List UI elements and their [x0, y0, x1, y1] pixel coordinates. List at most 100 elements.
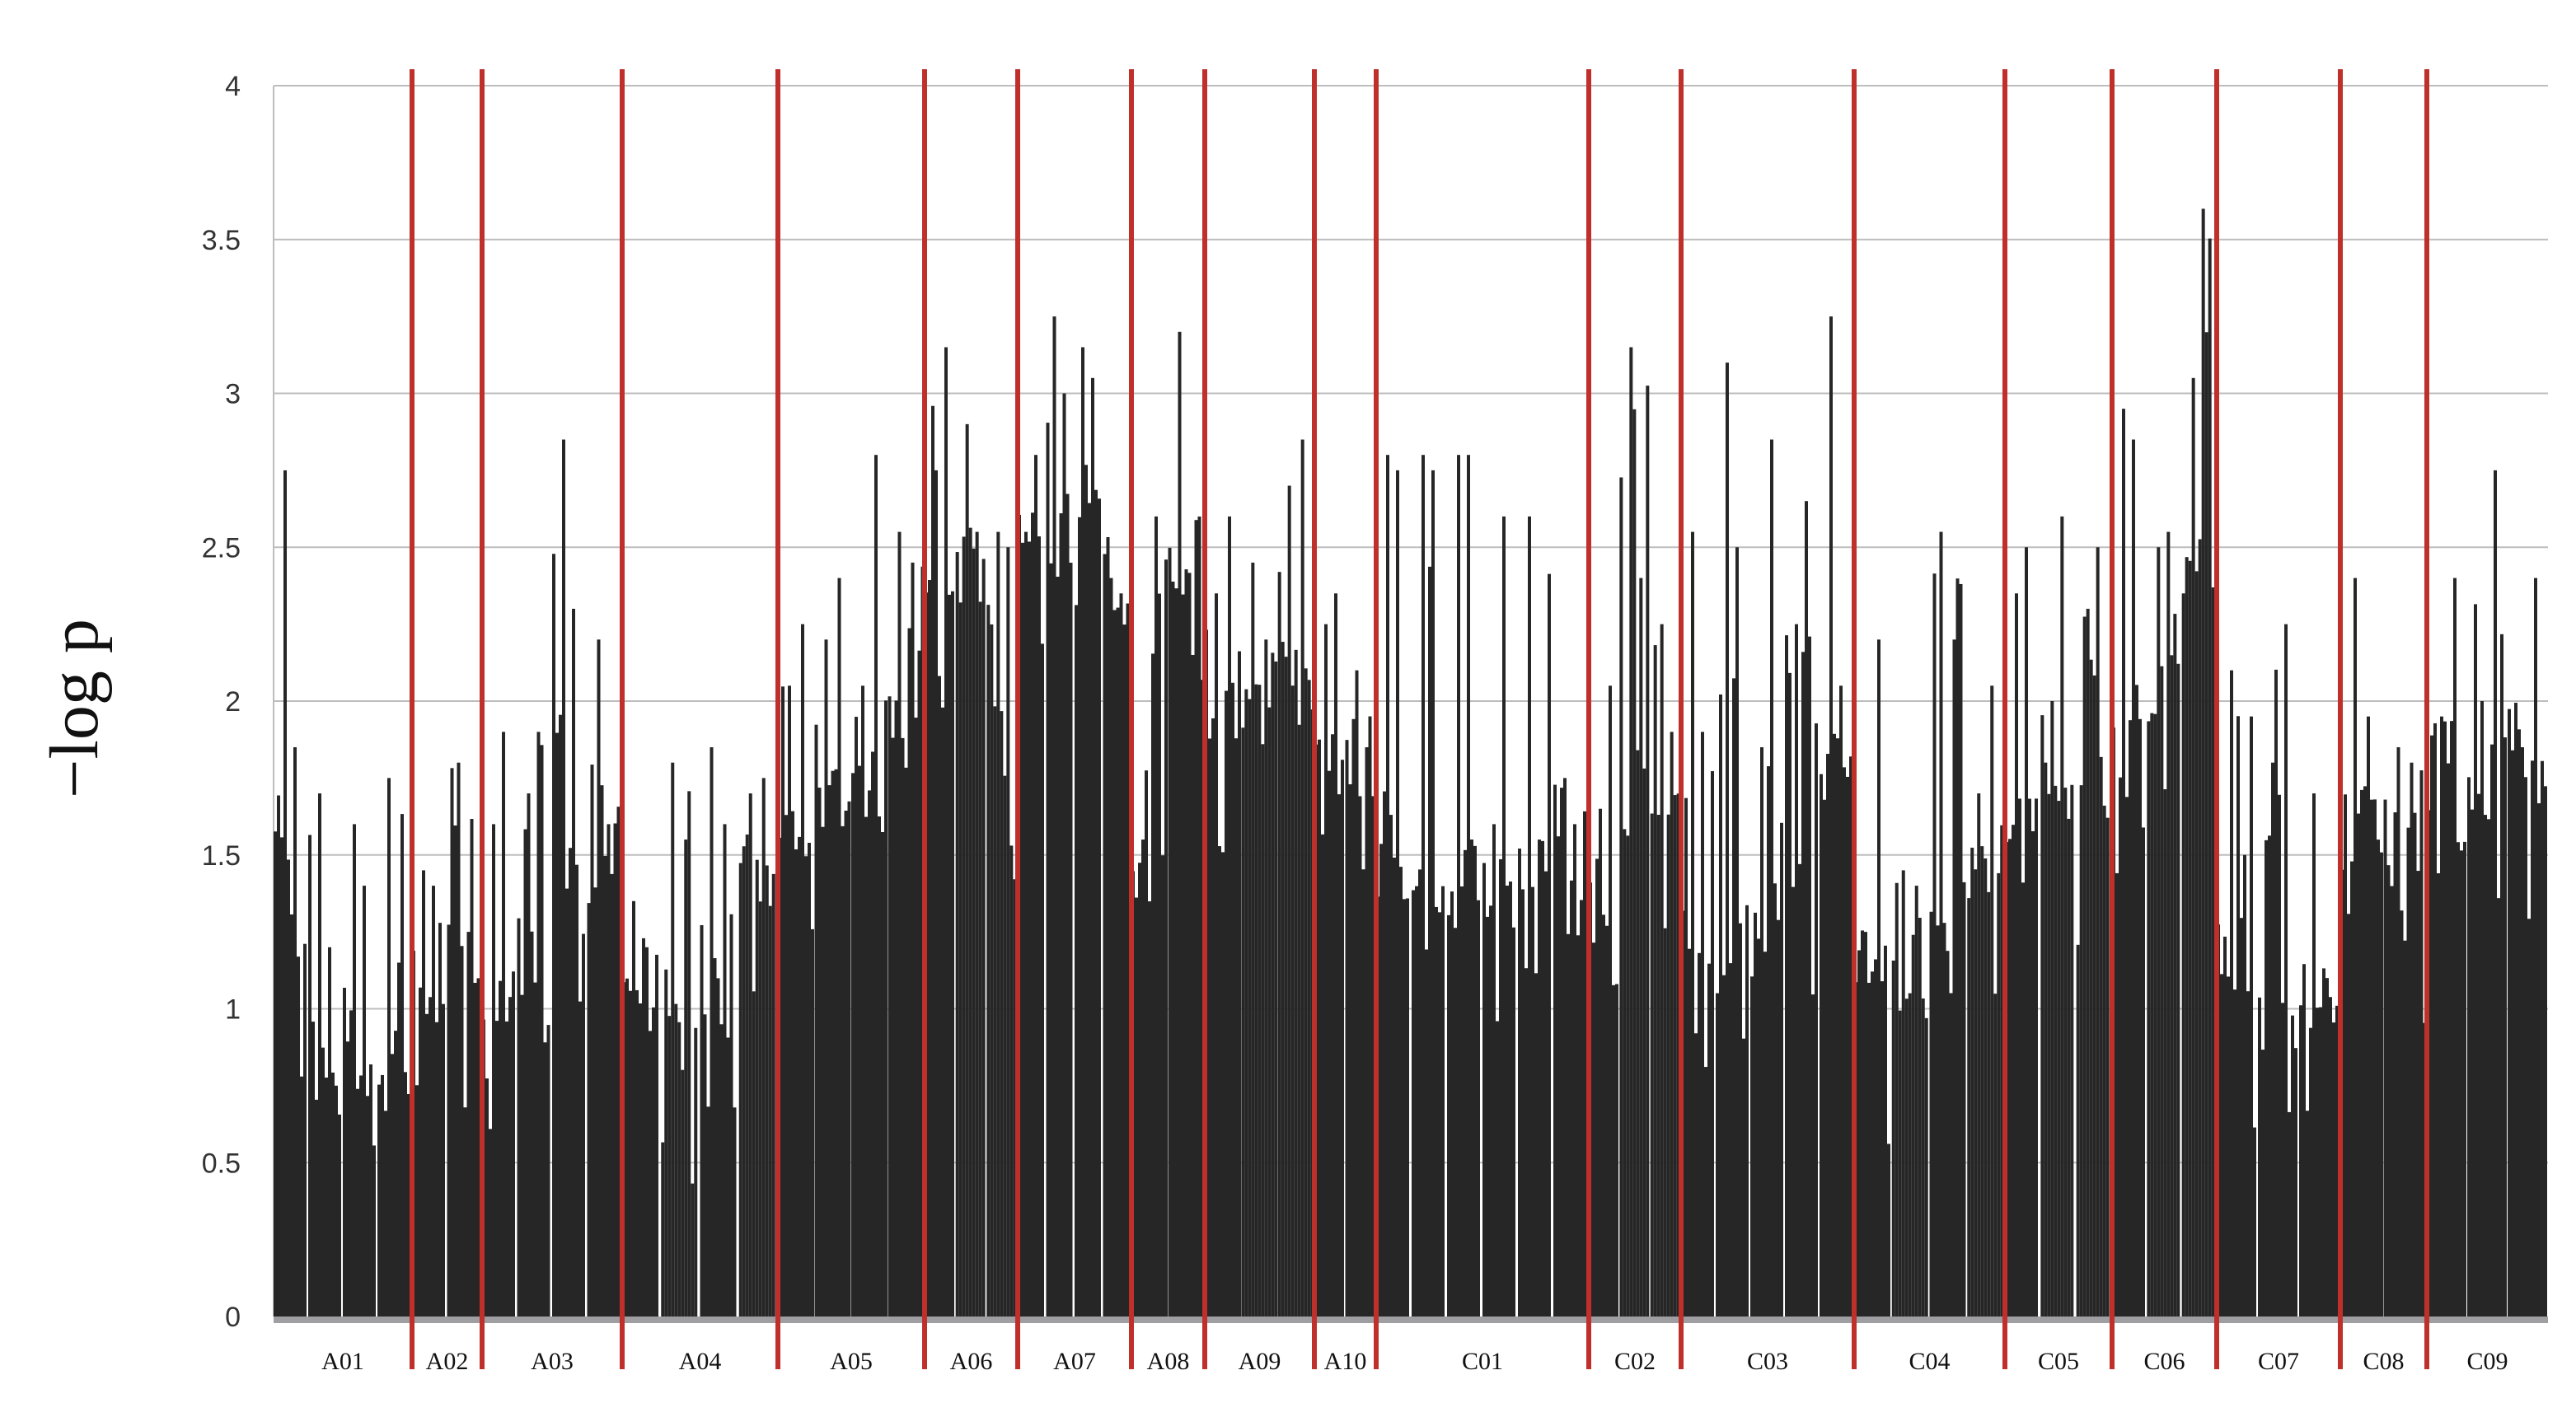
bar [2246, 991, 2250, 1316]
bar [758, 901, 762, 1316]
bar [587, 903, 591, 1316]
bar [791, 811, 794, 1316]
bar [817, 788, 822, 1316]
bar [1024, 531, 1028, 1316]
bar [1880, 981, 1884, 1316]
bar [2194, 571, 2199, 1316]
bar [363, 886, 366, 1316]
bar [1929, 911, 1933, 1316]
bar [642, 938, 645, 1316]
bar [1297, 724, 1301, 1316]
bar [512, 971, 515, 1316]
bar [1258, 685, 1262, 1316]
bar [359, 1075, 363, 1316]
bar [2153, 713, 2157, 1316]
bar [1595, 858, 1599, 1316]
bar [1447, 914, 1450, 1316]
bar [874, 455, 878, 1317]
bar [1843, 767, 1846, 1316]
bar [1081, 347, 1084, 1317]
bar [897, 531, 902, 1316]
bar [1248, 699, 1252, 1316]
bar [847, 801, 851, 1316]
bar [2430, 735, 2433, 1316]
bar [801, 624, 804, 1316]
x-tick-label: C04 [1909, 1348, 1950, 1375]
bar [1939, 531, 1943, 1316]
bar [1846, 776, 1849, 1316]
y-axis-label: −log p [36, 619, 113, 798]
bar [1795, 624, 1798, 1316]
bar [2000, 825, 2004, 1316]
bar [2220, 974, 2223, 1316]
bar [881, 832, 884, 1316]
bar [1836, 738, 1839, 1316]
bar [1464, 849, 1467, 1316]
bar [2360, 789, 2363, 1316]
bar [1904, 998, 1909, 1316]
bar [1184, 569, 1188, 1316]
bar [394, 1031, 397, 1316]
bar [1241, 727, 1245, 1316]
bar [761, 778, 766, 1316]
bar [1898, 1010, 1902, 1316]
bar [894, 700, 898, 1316]
bar [938, 676, 941, 1316]
bar [2227, 976, 2230, 1316]
bar [1773, 883, 1777, 1316]
bar [311, 1022, 315, 1316]
bar [590, 765, 594, 1316]
bar [1441, 886, 1445, 1316]
bar [460, 946, 464, 1316]
bar [1197, 516, 1201, 1316]
y-tick-label: 2.5 [202, 532, 241, 564]
bar [2261, 1050, 2265, 1316]
bar [2477, 793, 2480, 1316]
bar [384, 1111, 387, 1316]
bar [1864, 932, 1867, 1316]
bar [738, 863, 742, 1316]
bar [2054, 785, 2058, 1316]
bar [1707, 963, 1711, 1316]
x-axis-ticks: A01 A02 A03 A04 A05 A06 A07 A08 A09 A10 C01 C02 C03 C… [321, 1348, 2508, 1375]
bar [343, 987, 346, 1316]
bar [1528, 516, 1531, 1316]
bar [1952, 639, 1956, 1316]
bar [463, 1107, 467, 1316]
bar [1760, 747, 1763, 1316]
bar [2063, 788, 2068, 1316]
bar [1636, 750, 1640, 1316]
bar [610, 873, 614, 1316]
bar [1155, 516, 1158, 1316]
bar [2386, 865, 2391, 1316]
bar [290, 914, 293, 1316]
bar [2125, 797, 2129, 1316]
bar [1052, 316, 1056, 1316]
bar [1997, 872, 2001, 1316]
bar [1754, 912, 1757, 1316]
bar [523, 829, 527, 1316]
bar [2344, 794, 2347, 1316]
bar [366, 1096, 369, 1316]
bar [2099, 756, 2103, 1316]
bar [1745, 905, 1749, 1316]
bar [1942, 923, 1946, 1316]
bar [2500, 634, 2503, 1316]
bar [1371, 796, 1375, 1316]
bar [855, 717, 858, 1316]
bar [2393, 812, 2397, 1316]
bar [492, 824, 495, 1316]
bar [2291, 1015, 2294, 1316]
bar [625, 978, 629, 1316]
bar [2302, 964, 2306, 1316]
bar [397, 962, 400, 1316]
bar [1839, 685, 1843, 1316]
bar [2467, 777, 2471, 1316]
bar [2437, 873, 2440, 1316]
bar [1653, 645, 1657, 1316]
bar [2230, 670, 2233, 1316]
bar [1078, 517, 1081, 1316]
bar [1164, 559, 1168, 1316]
bar [1049, 563, 1053, 1316]
